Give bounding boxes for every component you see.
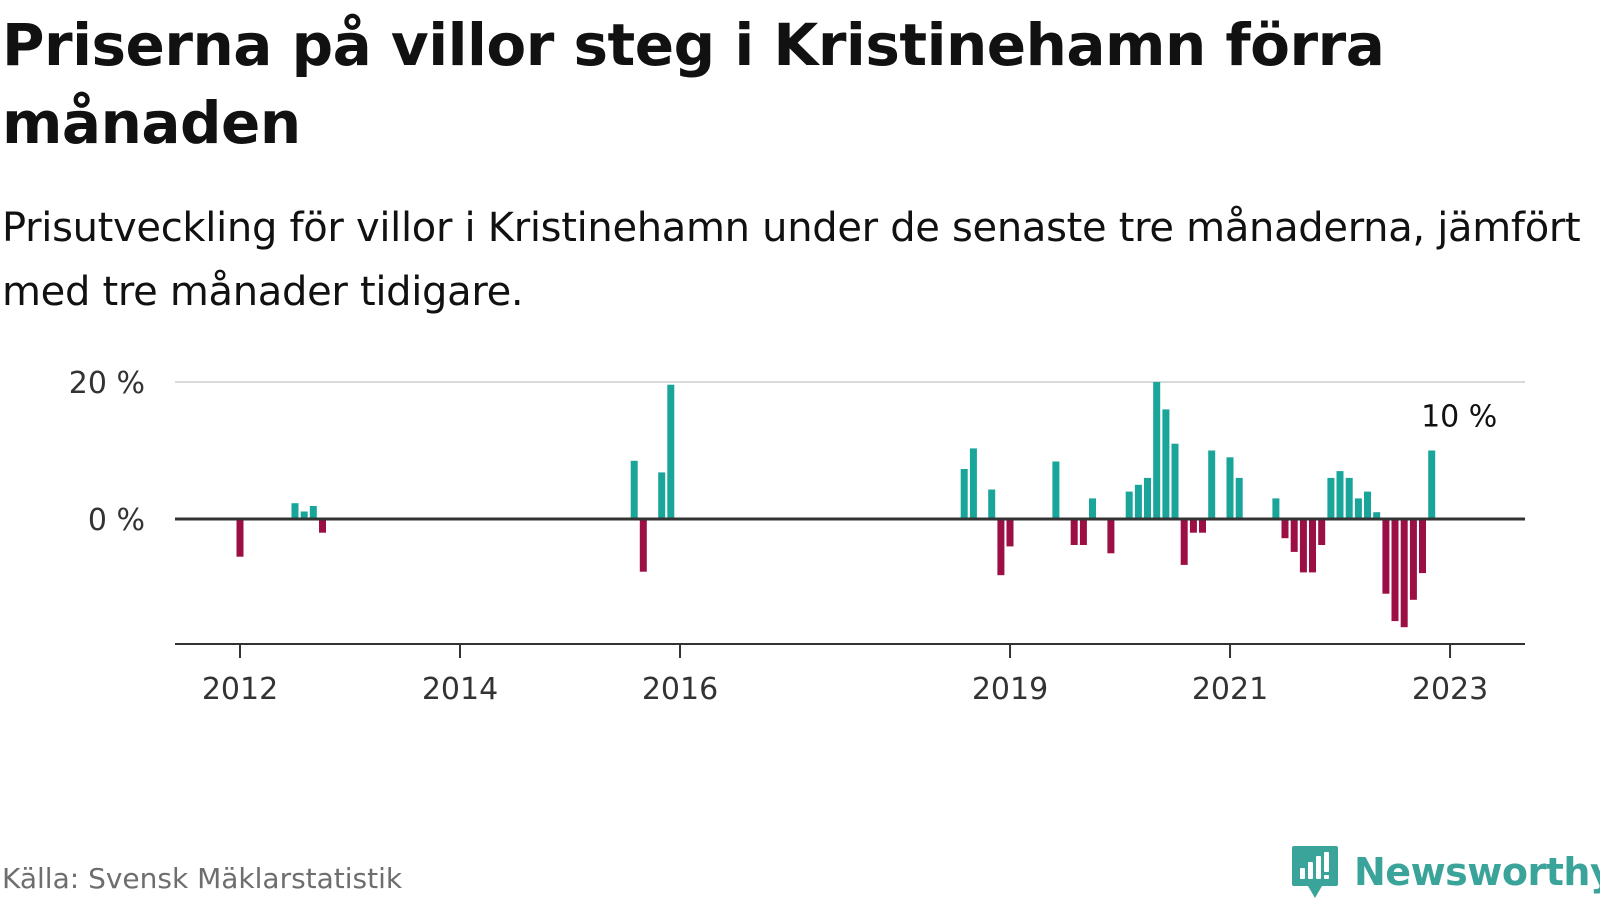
x-tick-label: 2014 xyxy=(422,672,498,707)
bar xyxy=(1144,477,1151,519)
bar xyxy=(997,519,1005,576)
labels: 10 % xyxy=(1421,400,1497,435)
bar xyxy=(1428,450,1436,519)
bar xyxy=(1070,519,1078,545)
bar xyxy=(1079,519,1087,545)
bar xyxy=(960,469,968,519)
bar xyxy=(1226,457,1234,519)
y-tick-label: 20 % xyxy=(69,366,145,401)
bar xyxy=(658,472,666,519)
x-tick-label: 2019 xyxy=(972,672,1048,707)
bar xyxy=(1134,484,1142,520)
newsworthy-logo-icon xyxy=(1292,846,1338,898)
bar xyxy=(1272,498,1280,519)
bar xyxy=(291,503,299,519)
bar xyxy=(1299,519,1307,573)
x-tick-label: 2023 xyxy=(1412,672,1488,707)
bar xyxy=(300,511,308,519)
y-tick-label: 0 % xyxy=(88,503,145,538)
bar xyxy=(667,384,675,519)
bar xyxy=(236,519,244,557)
bar xyxy=(1318,519,1326,545)
bar xyxy=(1180,519,1188,565)
bar xyxy=(988,489,996,519)
source-note: Källa: Svensk Mäklarstatistik xyxy=(2,862,403,895)
bar xyxy=(1125,491,1133,519)
bar xyxy=(1153,382,1161,519)
bar xyxy=(309,506,317,519)
bar xyxy=(1382,519,1390,594)
chart-title: Priserna på villor steg i Kristinehamn f… xyxy=(2,11,1385,157)
bar xyxy=(1400,519,1408,628)
bar xyxy=(1052,461,1060,519)
bar xyxy=(1345,477,1353,519)
bar xyxy=(969,448,977,519)
bar xyxy=(1419,519,1426,574)
bar xyxy=(1235,477,1243,519)
x-tick-label: 2016 xyxy=(642,672,718,707)
bar xyxy=(1089,498,1096,519)
bar xyxy=(1327,477,1335,519)
x-tick-label: 2012 xyxy=(202,672,278,707)
bar xyxy=(1208,450,1216,519)
brand-logo[interactable]: Newsworthy xyxy=(1290,842,1600,902)
bar-chart: 0 % 20 % 2012 2014 2016 2019 2021 2023 10 % xyxy=(69,366,1525,707)
bar xyxy=(1364,491,1371,519)
bar xyxy=(639,519,647,572)
bar xyxy=(319,519,326,533)
axes: 0 % 20 % 2012 2014 2016 2019 2021 2023 xyxy=(69,366,1525,707)
bar xyxy=(1189,519,1197,533)
bars xyxy=(236,382,1436,628)
bar xyxy=(1290,519,1298,552)
bar xyxy=(1336,471,1344,519)
bar xyxy=(1281,519,1289,539)
bar xyxy=(1107,519,1115,554)
bar xyxy=(1171,443,1179,519)
bar xyxy=(1199,519,1206,533)
data-label: 10 % xyxy=(1421,400,1497,435)
bar xyxy=(1162,409,1170,519)
bar xyxy=(1309,519,1316,573)
x-tick-label: 2021 xyxy=(1192,672,1268,707)
chart-subtitle: Prisutveckling för villor i Kristinehamn… xyxy=(2,205,1581,315)
bar xyxy=(1006,519,1014,547)
bar xyxy=(1409,519,1417,600)
bar xyxy=(630,460,638,519)
brand-name: Newsworthy xyxy=(1354,850,1600,894)
bar xyxy=(1354,498,1362,519)
bar xyxy=(1373,512,1381,519)
bar xyxy=(1391,519,1399,622)
